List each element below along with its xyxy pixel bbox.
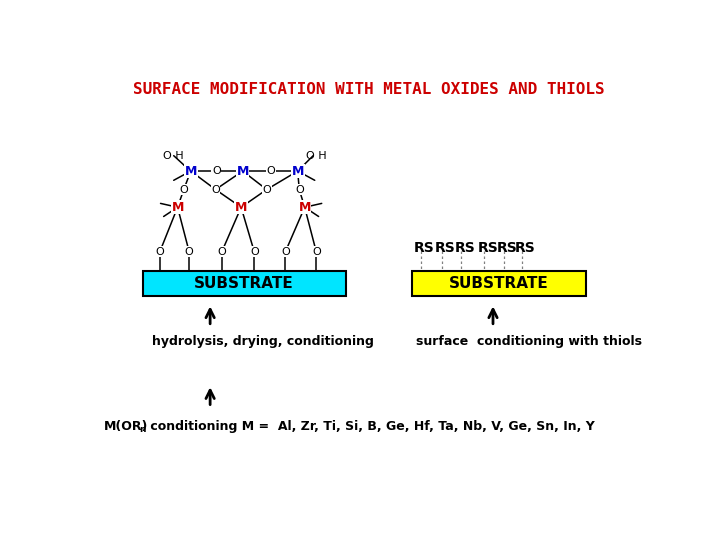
Text: O: O <box>266 166 275 176</box>
Text: n: n <box>139 426 145 434</box>
Text: surface  conditioning with thiols: surface conditioning with thiols <box>415 335 642 348</box>
Text: O: O <box>217 247 226 257</box>
Text: O: O <box>185 247 194 257</box>
Text: O: O <box>295 185 304 194</box>
Text: M: M <box>184 165 197 178</box>
Text: conditioning M =  Al, Zr, Ti, Si, B, Ge, Hf, Ta, Nb, V, Ge, Sn, In, Y: conditioning M = Al, Zr, Ti, Si, B, Ge, … <box>145 420 595 433</box>
Bar <box>412 271 586 296</box>
Text: RS: RS <box>477 241 498 255</box>
Text: M: M <box>235 201 247 214</box>
Text: RS: RS <box>515 241 536 255</box>
Text: SUBSTRATE: SUBSTRATE <box>194 276 294 291</box>
Text: M: M <box>292 165 304 178</box>
Text: M: M <box>299 201 311 214</box>
Text: M(OR): M(OR) <box>104 420 148 433</box>
Text: O: O <box>212 166 221 176</box>
Text: O: O <box>179 185 188 194</box>
Text: SUBSTRATE: SUBSTRATE <box>449 276 549 291</box>
Text: O: O <box>312 247 320 257</box>
Text: O: O <box>211 185 220 194</box>
Text: RS: RS <box>497 241 518 255</box>
Bar <box>143 271 346 296</box>
Text: O: O <box>156 247 164 257</box>
Text: O H: O H <box>163 151 184 161</box>
Text: O: O <box>250 247 258 257</box>
Text: RS: RS <box>435 241 456 255</box>
Text: O: O <box>281 247 289 257</box>
Text: O H: O H <box>306 151 327 161</box>
Text: RS: RS <box>454 241 475 255</box>
Text: O: O <box>262 185 271 194</box>
Text: M: M <box>171 201 184 214</box>
Text: SURFACE MODIFICATION WITH METAL OXIDES AND THIOLS: SURFACE MODIFICATION WITH METAL OXIDES A… <box>133 82 605 97</box>
Text: RS: RS <box>414 241 435 255</box>
Text: hydrolysis, drying, conditioning: hydrolysis, drying, conditioning <box>152 335 374 348</box>
Text: M: M <box>236 165 249 178</box>
